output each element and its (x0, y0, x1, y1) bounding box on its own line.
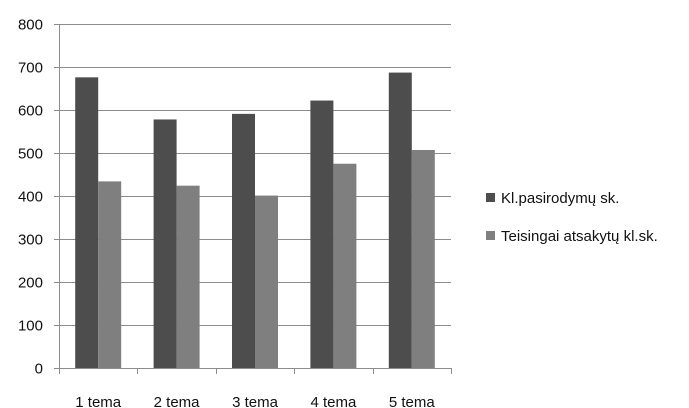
y-tick-label: 300 (18, 232, 43, 249)
axes (59, 24, 451, 369)
x-axis-ticks: 1 tema 2 tema 3 tema 4 tema 5 tema (59, 368, 452, 408)
x-tick-label: 4 tema (310, 394, 357, 408)
bar-series-2-4 (333, 163, 357, 368)
y-tick-label: 400 (18, 189, 43, 206)
bar-series-1-4 (310, 100, 334, 368)
bar-series-1-5 (388, 72, 412, 368)
bar-series-2-2 (176, 185, 200, 368)
bar-series-1-2 (153, 119, 177, 369)
bar-series-2-1 (98, 181, 122, 368)
bars (75, 72, 435, 369)
y-tick-label: 200 (18, 275, 43, 292)
x-tick-label: 1 tema (75, 394, 122, 408)
legend-label-series-1: Kl.pasirodymų sk. (501, 190, 619, 207)
x-tick-label: 3 tema (232, 394, 279, 408)
y-tick-label: 100 (18, 318, 43, 335)
bar-series-1-1 (75, 77, 99, 368)
x-tick-label: 5 tema (389, 394, 436, 408)
y-tick-label: 0 (35, 361, 43, 378)
y-tick-label: 700 (18, 60, 43, 77)
y-tick-label: 800 (18, 17, 43, 34)
legend-swatch-series-1 (486, 193, 495, 202)
legend-swatch-series-2 (486, 231, 495, 240)
bar-series-2-5 (411, 149, 435, 368)
y-tick-label: 500 (18, 146, 43, 163)
y-axis-ticks: 0 100 200 300 400 500 600 700 800 (18, 17, 59, 378)
bar-series-2-3 (255, 195, 278, 368)
bar-series-1-3 (232, 113, 255, 369)
legend-label-series-2: Teisingai atsakytų kl.sk. (501, 228, 658, 245)
y-tick-label: 600 (18, 103, 43, 120)
x-tick-label: 2 tema (154, 394, 201, 408)
legend: Kl.pasirodymų sk. Teisingai atsakytų kl.… (486, 190, 658, 245)
